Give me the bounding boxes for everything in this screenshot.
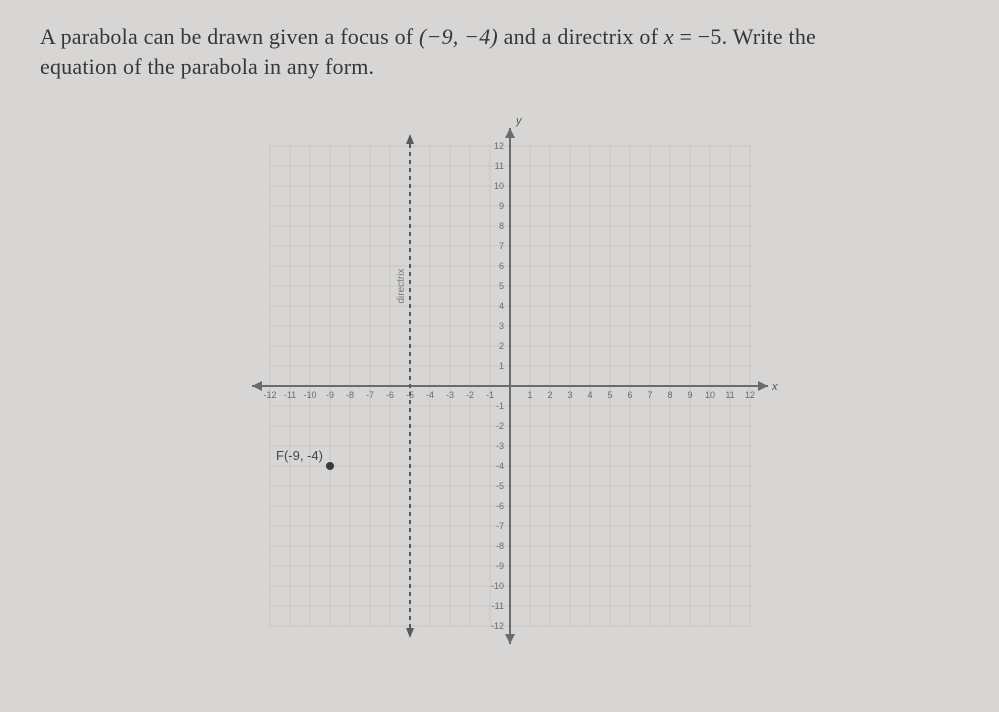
x-tick-label: -1 [485,390,493,400]
directrix-var: x [664,24,674,49]
y-tick-label: -11 [491,601,503,611]
y-tick-label: 6 [498,261,503,271]
y-tick-label: -9 [495,561,503,571]
y-tick-label: -5 [495,481,503,491]
x-tick-label: 1 [527,390,532,400]
x-tick-label: 5 [607,390,612,400]
x-axis-label: x [771,381,778,393]
problem-line2: equation of the parabola in any form. [40,54,374,79]
y-tick-label: -2 [495,421,503,431]
y-tick-label: 5 [498,281,503,291]
x-tick-label: -12 [263,390,276,400]
axis-arrowhead [252,381,262,391]
x-tick-label: 12 [744,390,754,400]
y-tick-label: 12 [493,141,503,151]
focus-label: F(-9, -4) [276,448,323,463]
focus-coords: (−9, −4) [419,24,498,49]
problem-line1-a: A parabola can be drawn given a focus of [40,24,419,49]
axis-arrowhead [758,381,768,391]
y-tick-label: 4 [498,301,503,311]
y-tick-label: 8 [498,221,503,231]
x-tick-label: -9 [325,390,333,400]
x-tick-label: 3 [567,390,572,400]
x-tick-label: -7 [365,390,373,400]
y-tick-label: 3 [498,321,503,331]
coordinate-graph: yx-12-11-10-9-8-7-6-5-4-3-2-112345678910… [190,111,810,671]
y-tick-label: 7 [498,241,503,251]
x-tick-label: 10 [704,390,714,400]
x-tick-label: 8 [667,390,672,400]
y-axis-label: y [515,115,523,127]
x-tick-label: -8 [345,390,353,400]
problem-line1-c: . Write the [722,24,816,49]
y-tick-label: 1 [498,361,503,371]
page: A parabola can be drawn given a focus of… [0,0,999,712]
x-tick-label: -3 [445,390,453,400]
directrix-label: directrix [396,269,407,304]
y-tick-label: -10 [490,581,503,591]
y-tick-label: -7 [495,521,503,531]
x-tick-label: 7 [647,390,652,400]
focus-point [326,462,334,470]
graph-container: yx-12-11-10-9-8-7-6-5-4-3-2-112345678910… [190,111,810,671]
directrix-arrowhead [406,134,414,144]
y-tick-label: 10 [493,181,503,191]
directrix-eq: = −5 [674,24,722,49]
x-tick-label: 2 [547,390,552,400]
axis-arrowhead [505,128,515,138]
x-tick-label: -4 [425,390,433,400]
x-tick-label: 11 [725,390,734,400]
y-tick-label: -6 [495,501,503,511]
x-tick-label: -11 [283,390,295,400]
problem-line1-b: and a directrix of [498,24,664,49]
x-tick-label: -6 [385,390,393,400]
problem-text: A parabola can be drawn given a focus of… [40,22,959,81]
y-tick-label: 9 [498,201,503,211]
x-tick-label: -2 [465,390,473,400]
axis-arrowhead [505,634,515,644]
x-tick-label: 9 [687,390,692,400]
y-tick-label: -4 [495,461,503,471]
y-tick-label: 2 [498,341,503,351]
x-tick-label: 6 [627,390,632,400]
y-tick-label: -3 [495,441,503,451]
directrix-arrowhead [406,628,414,638]
axes [252,128,768,644]
x-tick-label: -10 [303,390,316,400]
y-tick-label: -1 [495,401,503,411]
y-tick-label: -12 [490,621,503,631]
y-tick-label: 11 [494,161,503,171]
x-tick-label: 4 [587,390,592,400]
y-tick-label: -8 [495,541,503,551]
